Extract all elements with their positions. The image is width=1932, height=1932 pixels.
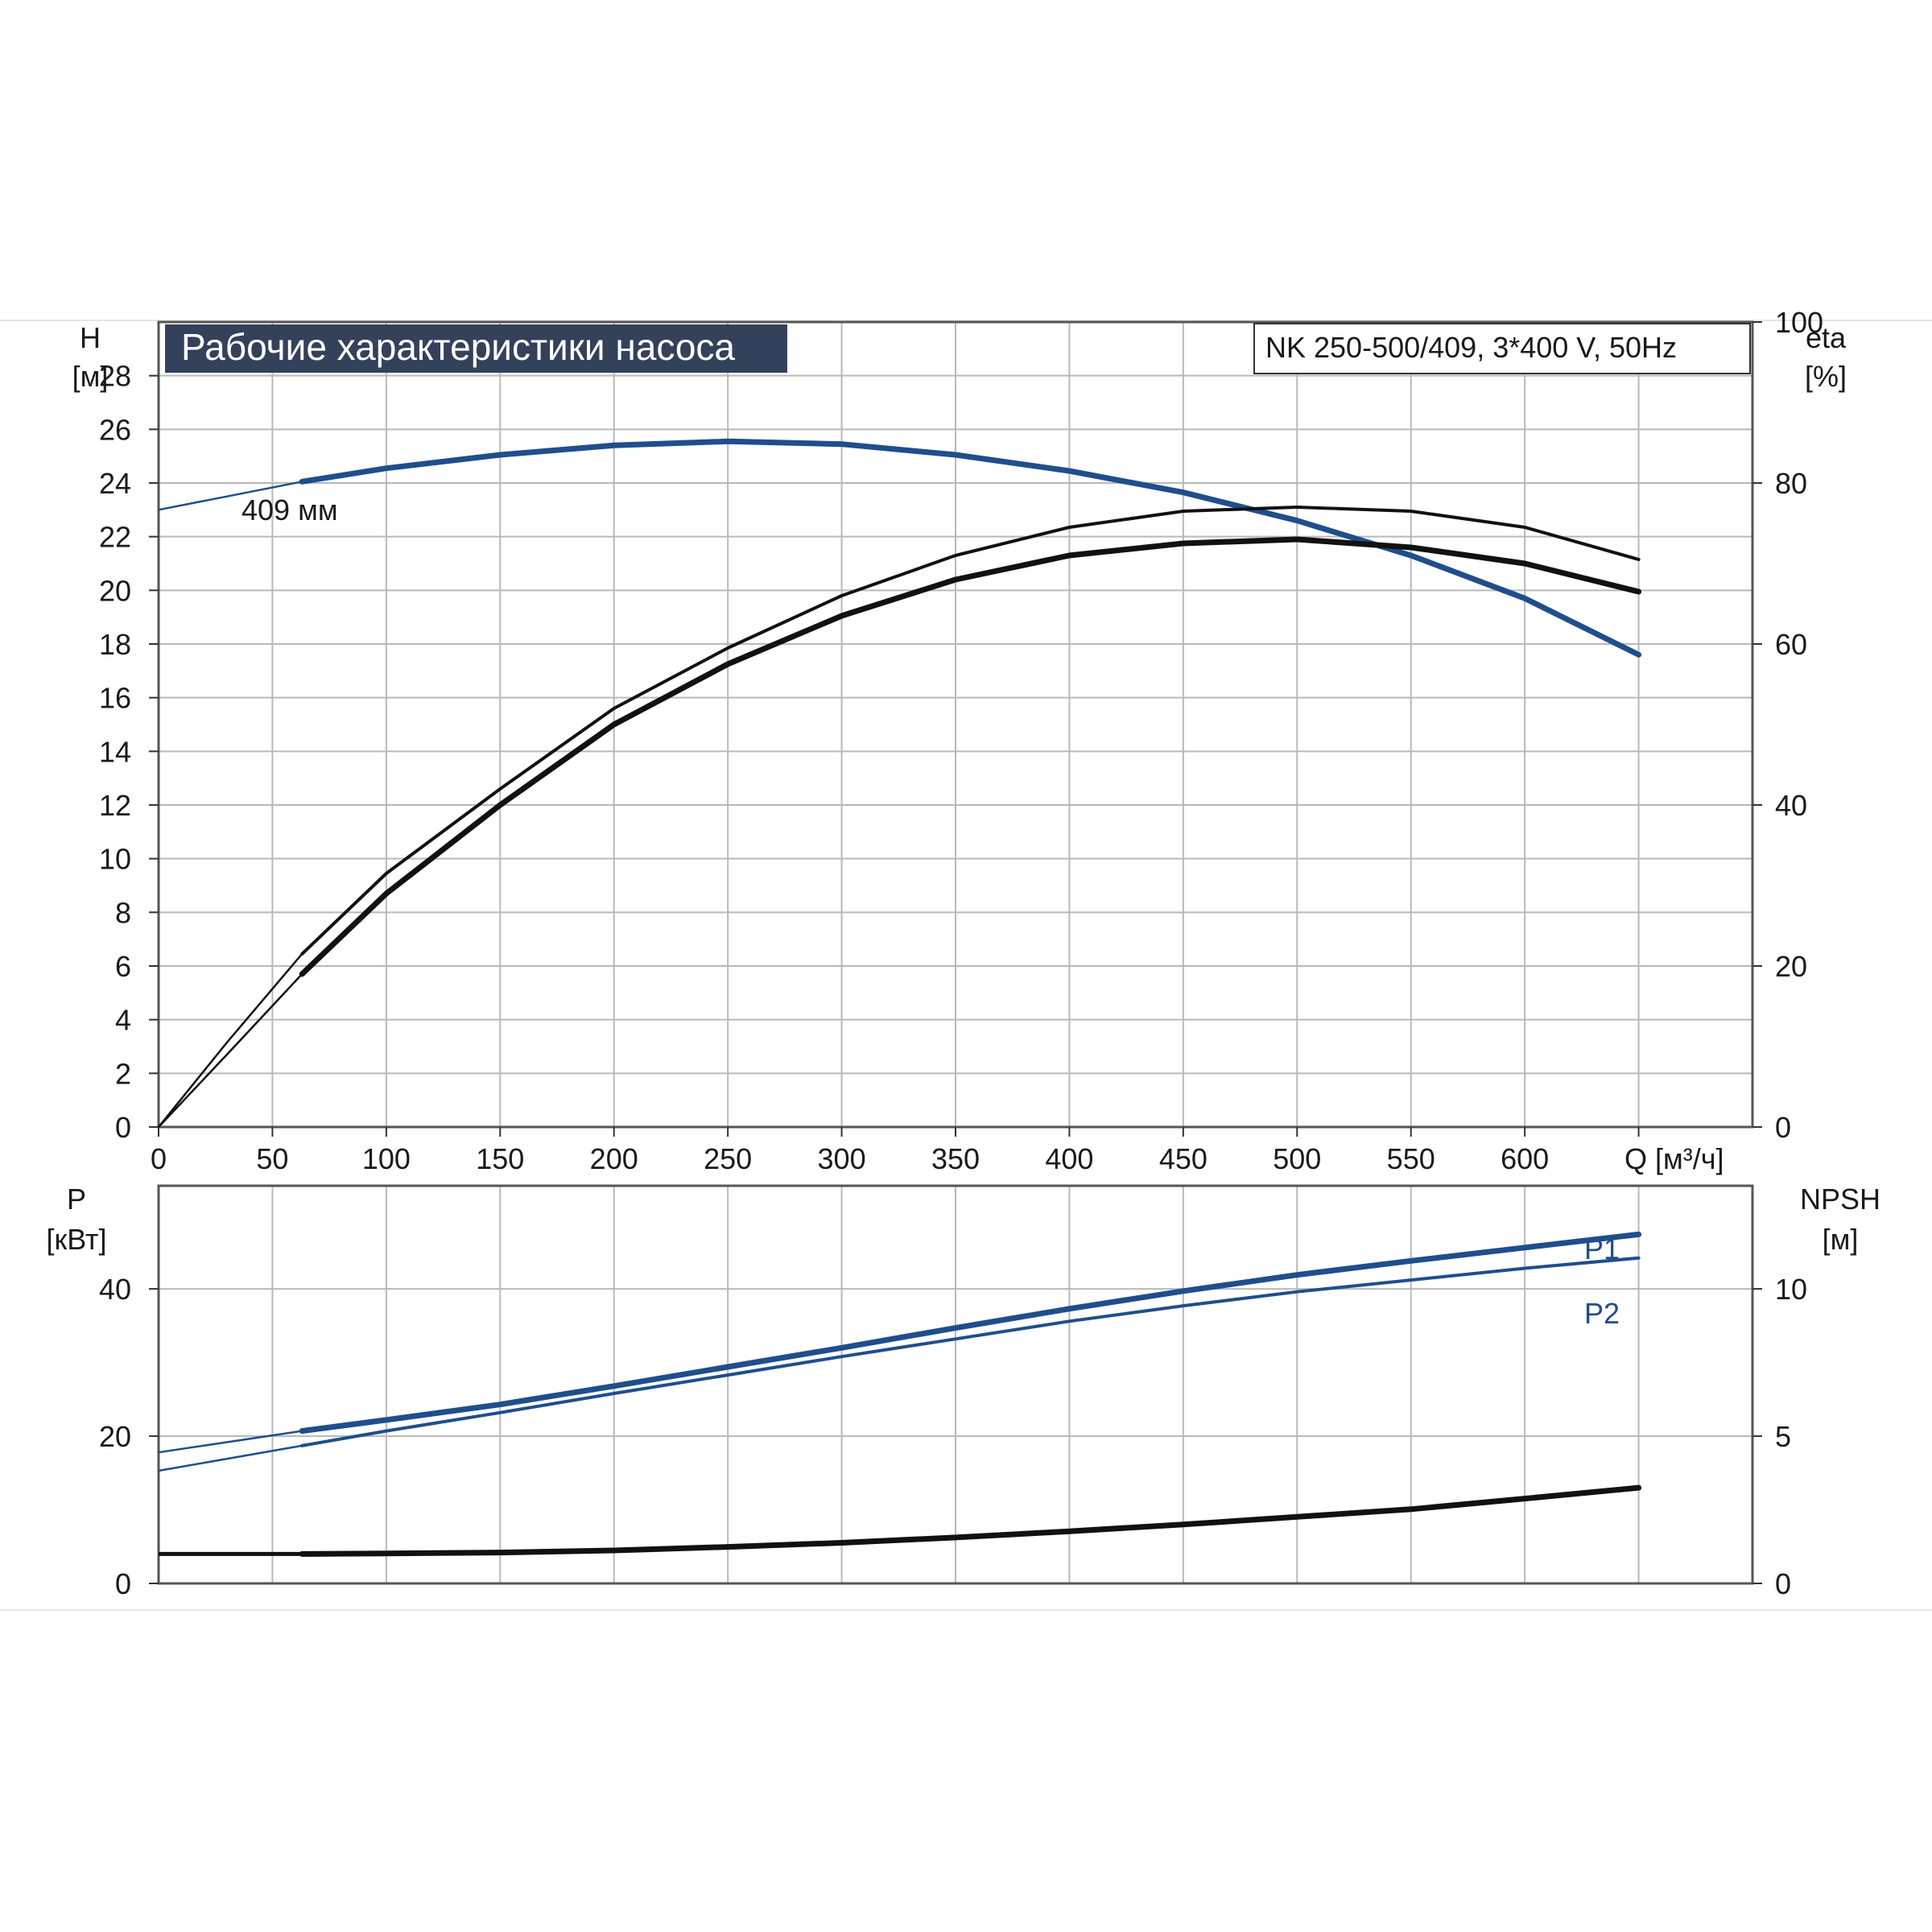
y-left-tick-label: 2	[115, 1057, 131, 1090]
y-axis-label-eta-unit: [%]	[1805, 360, 1847, 393]
y-right-tick-label: 20	[1775, 950, 1807, 983]
top-series-2-extrapolated	[158, 953, 303, 1128]
y-axis-label-p-unit: [кВт]	[46, 1223, 106, 1256]
x-tick-label: 100	[362, 1142, 411, 1175]
y-left-tick-label: 4	[115, 1004, 131, 1037]
y-left-tick-label: 10	[99, 843, 131, 876]
y-left-tick-label: 40	[99, 1273, 131, 1306]
model-label: NK 250-500/409, 3*400 V, 50Hz	[1265, 331, 1677, 364]
y-axis-label-p: P	[67, 1183, 86, 1216]
y-left-tick-label: 18	[99, 628, 131, 661]
y-left-tick-label: 14	[99, 735, 131, 768]
y-left-tick-label: 16	[99, 682, 131, 715]
y-left-tick-label: 12	[99, 789, 131, 822]
series-p2-line	[300, 1256, 1641, 1447]
y-left-tick-label: 22	[99, 521, 131, 554]
top-series-1-extrapolated	[158, 973, 303, 1128]
chart-title-box	[165, 324, 787, 373]
series-npsh-line	[299, 1484, 1642, 1557]
y-right-tick-label: 100	[1775, 306, 1823, 339]
y-right-tick-label: 0	[1775, 1111, 1791, 1144]
y-axis-label-h-unit: [м]	[72, 360, 109, 393]
x-axis-label: Q [м³/ч]	[1624, 1142, 1724, 1175]
y-axis-label-h: H	[80, 321, 101, 354]
y-right-tick-label: 40	[1775, 789, 1807, 822]
x-tick-label: 350	[931, 1142, 980, 1175]
top-series-0-line	[299, 438, 1642, 658]
y-right-tick-label: 80	[1775, 467, 1807, 500]
model-box	[1253, 323, 1751, 374]
x-tick-label: 600	[1501, 1142, 1549, 1175]
x-tick-label: 200	[590, 1142, 638, 1175]
x-tick-label: 0	[151, 1142, 167, 1175]
y-left-tick-label: 0	[115, 1567, 131, 1600]
bottom-plot-frame	[157, 1184, 1754, 1585]
top-series-0-extrapolated	[158, 481, 303, 511]
bottom-chart-grid	[159, 1186, 1752, 1583]
top-chart-ticks: 0 50 100 150 200 250 300 350 400 450 500 550 6000246…	[99, 306, 1823, 1175]
top-chart-grid	[159, 322, 1752, 1127]
x-tick-label: 250	[704, 1142, 752, 1175]
x-tick-label: 500	[1273, 1142, 1321, 1175]
y-axis-label-npsh-unit: [м]	[1823, 1223, 1859, 1256]
top-series-2-line	[300, 506, 1641, 956]
x-tick-label: 400	[1045, 1142, 1093, 1175]
y-right-tick-label: 10	[1775, 1273, 1807, 1306]
x-tick-label: 150	[476, 1142, 524, 1175]
series-p1-extrapolated	[158, 1430, 303, 1454]
series-p2-extrapolated	[158, 1444, 303, 1472]
curve-annotation-409: 409 мм	[242, 493, 338, 526]
x-tick-label: 300	[818, 1142, 866, 1175]
y-left-tick-label: 24	[99, 467, 131, 500]
y-left-tick-label: 0	[115, 1111, 131, 1144]
chart-title: Рабочие характеристики насоса	[181, 326, 735, 368]
x-tick-label: 450	[1159, 1142, 1208, 1175]
y-left-tick-label: 6	[115, 950, 131, 983]
y-left-tick-label: 20	[99, 574, 131, 607]
x-tick-label: 50	[256, 1142, 288, 1175]
x-tick-label: 550	[1387, 1142, 1435, 1175]
top-chart-curves	[158, 438, 1642, 1128]
series-label-p2: P2	[1584, 1297, 1620, 1330]
y-left-tick-label: 26	[99, 413, 131, 446]
y-right-tick-label: 60	[1775, 628, 1807, 661]
y-axis-label-npsh: NPSH	[1800, 1183, 1880, 1216]
y-axis-label-eta: eta	[1806, 321, 1847, 354]
top-series-1-line	[299, 536, 1642, 977]
y-left-tick-label: 20	[99, 1420, 131, 1453]
series-label-p1: P1	[1584, 1232, 1620, 1265]
series-p1-line	[299, 1231, 1642, 1435]
bottom-chart-ticks: 0 20 40 0 5 10	[99, 1273, 1807, 1600]
y-left-tick-label: 8	[115, 896, 131, 929]
y-right-tick-label: 5	[1775, 1420, 1791, 1453]
y-right-tick-label: 0	[1775, 1567, 1791, 1600]
y-left-tick-label: 28	[99, 360, 131, 393]
bottom-chart-curves	[158, 1231, 1642, 1557]
